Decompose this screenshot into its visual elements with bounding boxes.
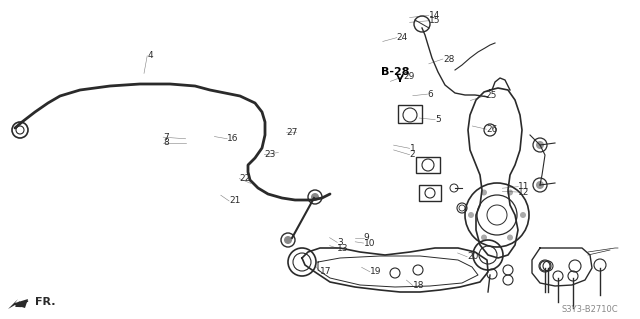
- Text: 9: 9: [364, 233, 369, 242]
- Text: 7: 7: [163, 133, 169, 142]
- Text: B-28: B-28: [381, 67, 409, 77]
- Text: 1: 1: [410, 144, 415, 153]
- Text: 8: 8: [163, 138, 169, 147]
- Text: 27: 27: [286, 128, 298, 137]
- Circle shape: [507, 234, 513, 241]
- Text: FR.: FR.: [35, 297, 56, 307]
- Circle shape: [536, 181, 544, 189]
- Text: 6: 6: [428, 90, 433, 99]
- Text: 5: 5: [435, 115, 441, 124]
- Text: S3Y3-B2710C: S3Y3-B2710C: [562, 306, 618, 315]
- Text: 25: 25: [485, 91, 497, 100]
- Circle shape: [481, 189, 487, 196]
- Circle shape: [311, 193, 319, 201]
- Circle shape: [520, 212, 526, 218]
- Text: 15: 15: [429, 16, 440, 25]
- Text: 24: 24: [397, 33, 408, 42]
- Circle shape: [481, 234, 487, 241]
- Text: 23: 23: [264, 150, 276, 159]
- Text: 20: 20: [467, 252, 479, 261]
- Text: 29: 29: [403, 72, 415, 81]
- Circle shape: [284, 236, 292, 244]
- Text: 26: 26: [486, 125, 498, 134]
- FancyArrowPatch shape: [16, 301, 28, 306]
- Polygon shape: [8, 299, 28, 309]
- Circle shape: [468, 212, 474, 218]
- Text: 22: 22: [239, 174, 251, 183]
- Text: 18: 18: [413, 281, 424, 290]
- Text: 16: 16: [227, 134, 239, 143]
- Text: 10: 10: [364, 239, 375, 248]
- Text: 14: 14: [429, 11, 440, 20]
- Text: 12: 12: [518, 188, 530, 197]
- Circle shape: [507, 189, 513, 196]
- Circle shape: [536, 141, 544, 149]
- Text: 13: 13: [337, 244, 349, 253]
- Text: 3: 3: [337, 238, 343, 247]
- Text: 2: 2: [410, 150, 415, 159]
- Text: 28: 28: [443, 55, 454, 63]
- Text: 17: 17: [320, 267, 332, 276]
- Text: 19: 19: [370, 267, 381, 276]
- Text: 21: 21: [229, 197, 241, 205]
- Text: 4: 4: [147, 51, 153, 60]
- Text: 11: 11: [518, 182, 530, 191]
